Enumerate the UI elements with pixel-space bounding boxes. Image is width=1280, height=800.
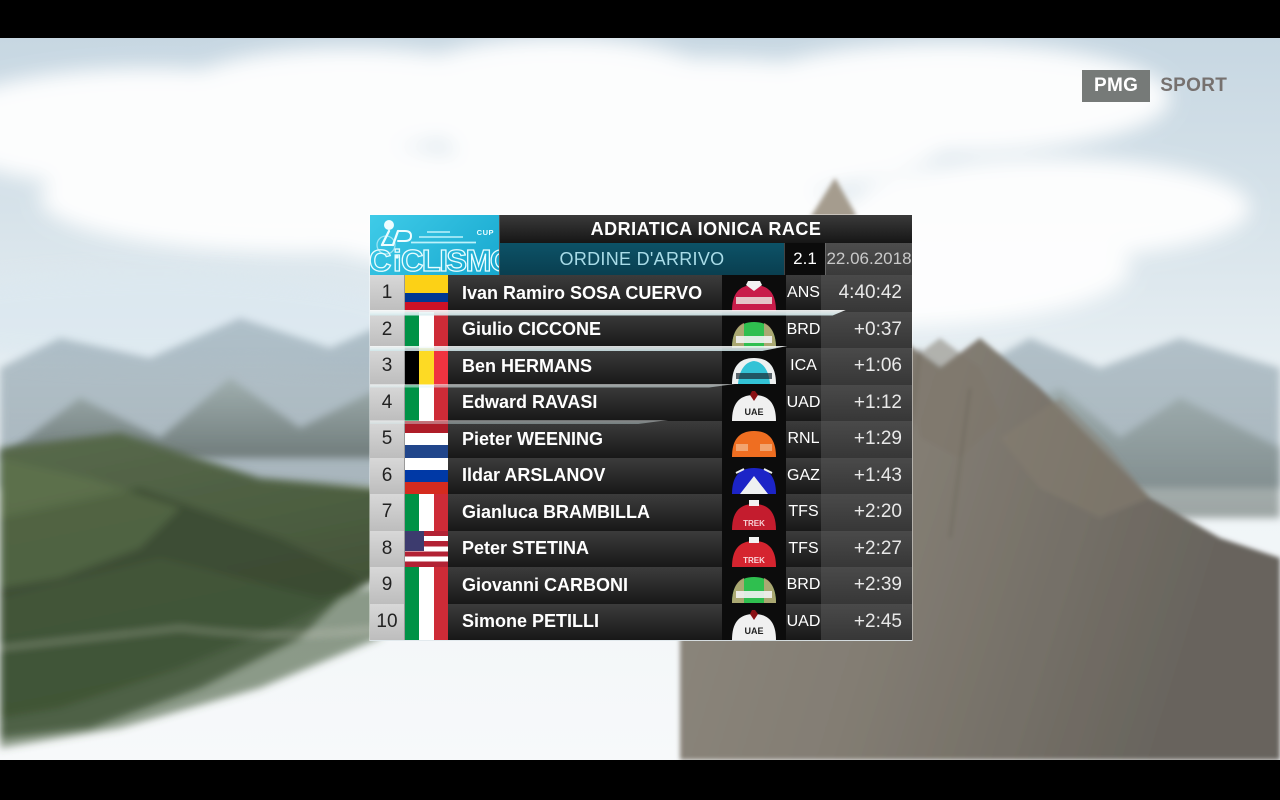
svg-text:UAE: UAE (744, 626, 763, 636)
svg-text:CUP: CUP (477, 228, 494, 237)
svg-text:TREK: TREK (743, 519, 765, 528)
svg-text:CLISMO: CLISMO (401, 243, 499, 275)
svg-text:C: C (370, 243, 391, 275)
svg-text:TREK: TREK (743, 556, 765, 565)
svg-text:UAE: UAE (744, 407, 763, 417)
